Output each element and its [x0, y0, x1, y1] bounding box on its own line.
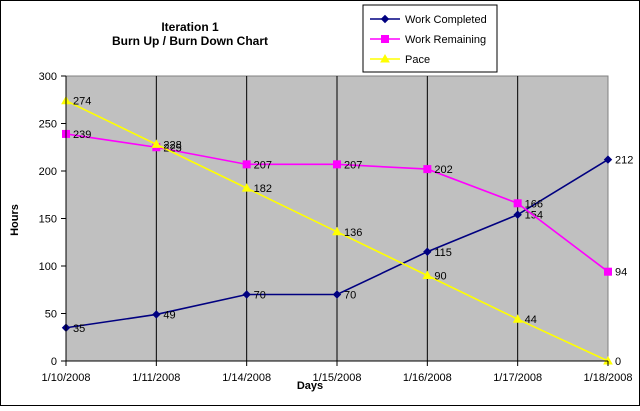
chart-title-line-2: Burn Up / Burn Down Chart [112, 34, 268, 48]
data-label-work-remaining: 225 [163, 142, 181, 154]
data-label-work-completed: 70 [254, 290, 266, 302]
data-point-work-completed [242, 290, 251, 299]
y-tick-label: 0 [51, 356, 57, 368]
legend-label-work-completed: Work Completed [405, 14, 487, 26]
data-point-work-remaining [242, 160, 251, 169]
data-point-pace [512, 314, 523, 323]
legend-marker-pace [380, 53, 390, 63]
data-label-work-completed: 115 [434, 247, 452, 259]
x-tick-label: 1/11/2008 [132, 372, 180, 384]
x-tick-label: 1/15/2008 [313, 372, 362, 384]
legend-marker-work-completed [380, 14, 390, 24]
data-point-work-completed [603, 155, 613, 164]
y-tick-label: 200 [39, 166, 57, 178]
x-tick-label: 1/16/2008 [403, 372, 452, 384]
data-point-work-completed [423, 247, 432, 256]
data-label-pace: 90 [434, 271, 446, 283]
data-label-work-completed: 212 [615, 155, 633, 167]
y-tick-label: 300 [39, 71, 57, 83]
data-label-work-remaining: 239 [73, 129, 91, 141]
y-axis-label: Hours [9, 204, 21, 236]
y-tick-label: 50 [45, 309, 57, 321]
legend-label-pace: Pace [405, 54, 430, 66]
data-label-pace: 0 [615, 356, 621, 368]
data-point-work-remaining [333, 160, 341, 169]
legend-entry-work-completed: Work Completed [370, 14, 487, 26]
data-point-work-remaining [513, 199, 522, 208]
x-tick-label: 1/14/2008 [222, 372, 271, 384]
y-tick-label: 150 [39, 214, 57, 226]
data-point-work-completed [332, 290, 342, 299]
data-label-work-completed: 35 [73, 323, 85, 335]
legend: Work Completed Work Remaining Pace [362, 4, 498, 73]
legend-label-work-remaining: Work Remaining [405, 34, 486, 46]
x-tick-label: 1/10/2008 [42, 372, 91, 384]
data-label-work-completed: 49 [163, 309, 175, 321]
data-label-pace: 274 [73, 96, 91, 108]
data-label-work-remaining: 202 [434, 164, 452, 176]
data-point-work-remaining [423, 165, 432, 174]
legend-marker-work-remaining [381, 35, 389, 43]
data-label-pace: 44 [525, 314, 537, 326]
chart-title-line-1: Iteration 1 [161, 20, 219, 34]
data-point-work-remaining [604, 267, 612, 276]
data-point-pace [422, 270, 433, 279]
axes: 0 50 100 150 200 250 300 1/10/2008 1/11/2008 1/14… [39, 71, 633, 384]
series-pace: 274 228 182 136 90 44 0 [61, 95, 621, 368]
data-point-pace [332, 226, 342, 236]
data-label-pace: 228 [163, 139, 181, 151]
data-label-work-remaining: 207 [254, 159, 272, 171]
y-tick-label: 100 [39, 261, 57, 273]
x-axis-label: Days [297, 380, 323, 392]
data-label-work-remaining: 94 [615, 267, 627, 279]
data-label-work-completed: 70 [344, 290, 356, 302]
x-tick-label: 1/17/2008 [493, 372, 542, 384]
data-label-work-remaining: 207 [344, 159, 362, 171]
data-point-pace [151, 139, 162, 148]
x-tick-label: 1/18/2008 [584, 372, 633, 384]
data-label-pace: 182 [254, 183, 272, 195]
legend-entry-pace: Pace [370, 53, 430, 66]
data-label-work-remaining: 166 [525, 198, 543, 210]
data-point-pace [241, 183, 252, 192]
data-point-work-completed [513, 210, 522, 219]
data-point-work-completed [152, 310, 161, 319]
data-label-pace: 136 [344, 227, 362, 239]
y-tick-label: 250 [39, 119, 57, 131]
legend-entry-work-remaining: Work Remaining [370, 34, 486, 46]
